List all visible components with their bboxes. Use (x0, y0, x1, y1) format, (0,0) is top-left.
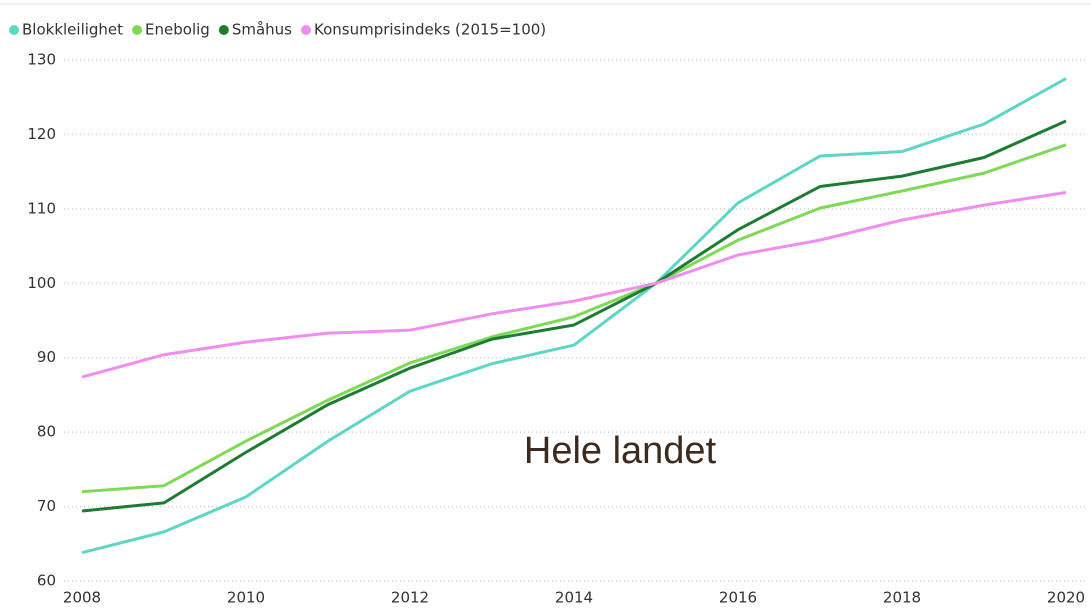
series-line (81, 119, 1067, 513)
series-line (81, 191, 1067, 379)
legend-marker (9, 25, 19, 35)
y-tick-label: 120 (27, 125, 56, 143)
x-tick-label: 2012 (391, 589, 429, 607)
series-line (81, 77, 1067, 555)
y-tick-label: 60 (37, 572, 56, 590)
legend-label: Enebolig (145, 21, 210, 39)
x-tick-label: 2018 (883, 589, 921, 607)
x-tick-label: 2014 (555, 589, 593, 607)
y-tick-label: 80 (37, 423, 56, 441)
series-line (81, 143, 1067, 494)
y-tick-label: 70 (37, 497, 56, 515)
x-tick-label: 2010 (227, 589, 265, 607)
legend-label: Småhus (232, 21, 292, 39)
x-tick-label: 2008 (63, 589, 101, 607)
legend-label: Blokkleilighet (22, 21, 123, 39)
y-tick-label: 100 (27, 274, 56, 292)
x-tick-label: 2016 (719, 589, 757, 607)
legend-marker (218, 25, 229, 35)
annotation: Hele landet (524, 430, 717, 472)
y-tick-label: 90 (37, 348, 56, 366)
legend-label: Konsumprisindeks (2015=100) (314, 21, 546, 39)
x-tick-label: 2020 (1047, 589, 1085, 607)
legend: Blokkleilighet Enebolig Småhus Konsumprisin… (9, 21, 546, 39)
y-tick-label: 130 (27, 51, 56, 69)
legend-marker (132, 25, 143, 35)
y-tick-label: 110 (27, 199, 56, 217)
legend-marker (300, 25, 311, 35)
